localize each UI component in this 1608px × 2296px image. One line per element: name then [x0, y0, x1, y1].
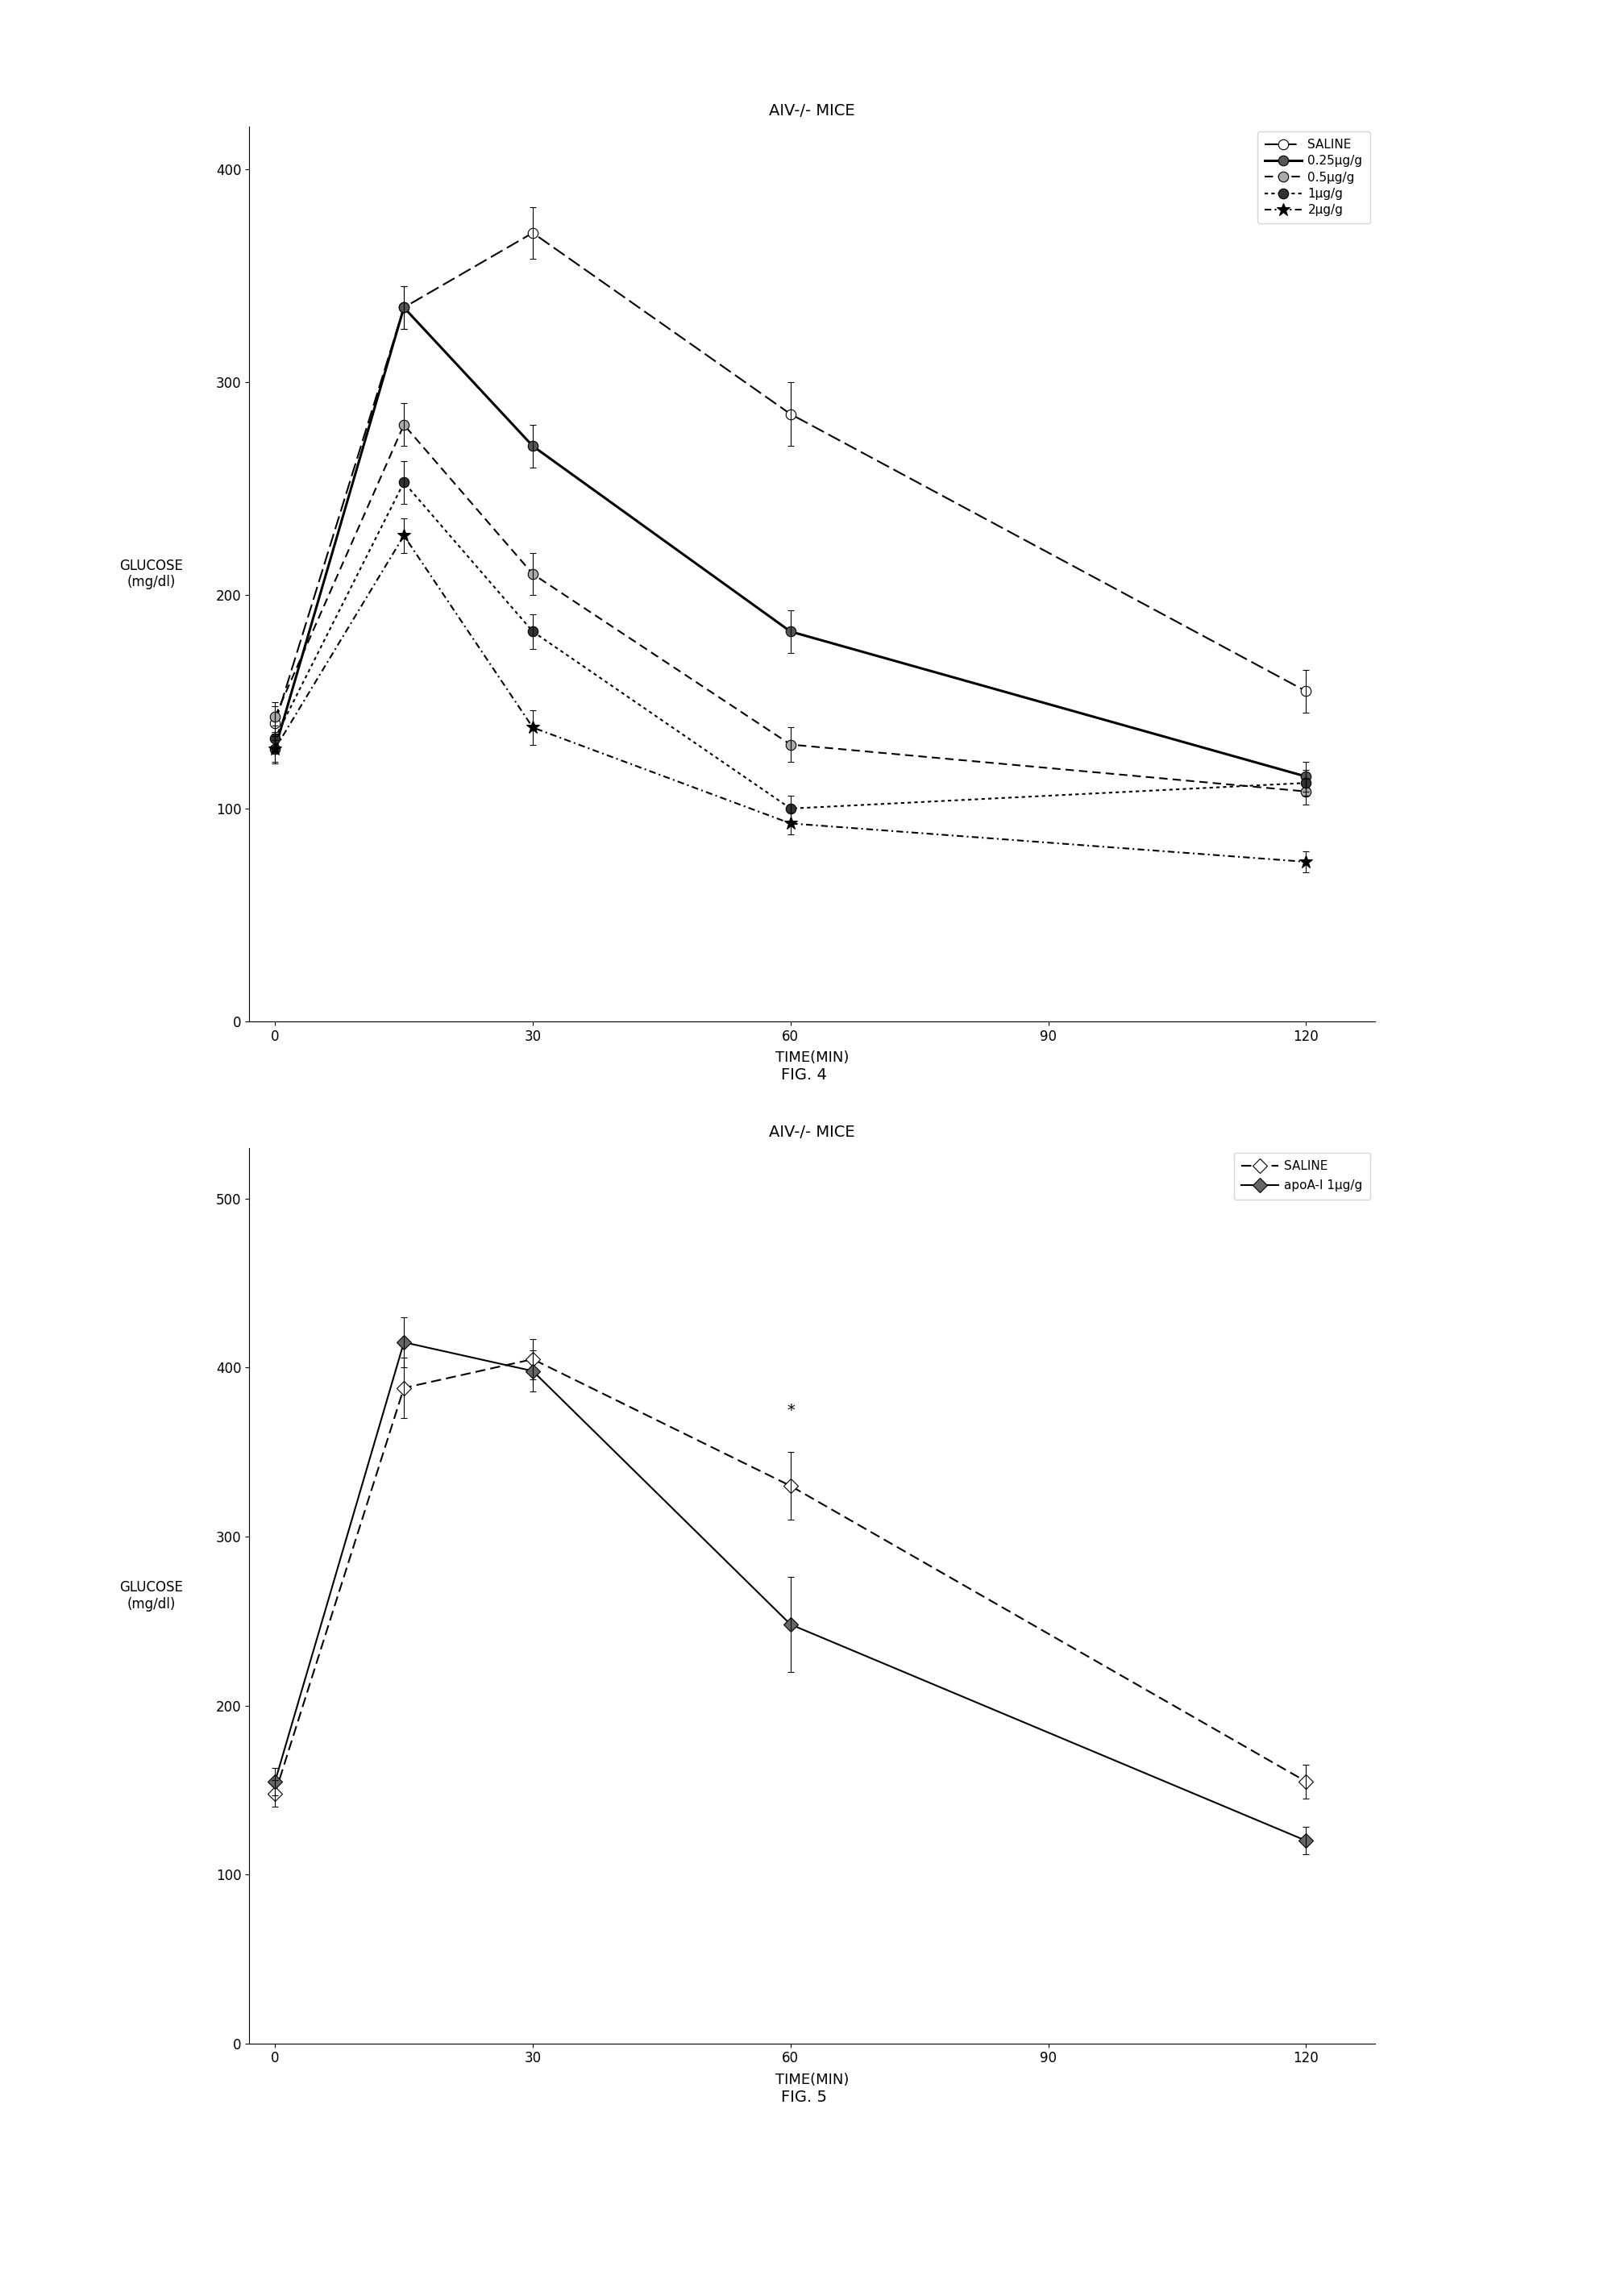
Text: FIG. 5: FIG. 5: [781, 2089, 827, 2105]
2μg/g: [265, 735, 285, 762]
Line: SALINE: SALINE: [270, 1355, 1311, 1798]
1μg/g: [394, 468, 413, 496]
apoA-I 1μg/g: [523, 1357, 542, 1384]
0.25μg/g: [523, 432, 542, 459]
SALINE: [781, 400, 801, 427]
Y-axis label: GLUCOSE
(mg/dl): GLUCOSE (mg/dl): [119, 558, 183, 590]
SALINE: [1296, 1768, 1315, 1795]
Title: AIV-/- MICE: AIV-/- MICE: [769, 1125, 855, 1141]
1μg/g: [781, 794, 801, 822]
2μg/g: [394, 521, 413, 549]
0.5μg/g: [265, 703, 285, 730]
Legend: SALINE, 0.25μg/g, 0.5μg/g, 1μg/g, 2μg/g: SALINE, 0.25μg/g, 0.5μg/g, 1μg/g, 2μg/g: [1257, 131, 1370, 223]
1μg/g: [1296, 769, 1315, 797]
2μg/g: [523, 714, 542, 742]
2μg/g: [781, 810, 801, 838]
X-axis label: TIME(MIN): TIME(MIN): [775, 2073, 849, 2087]
0.5μg/g: [394, 411, 413, 439]
1μg/g: [523, 618, 542, 645]
Line: 1μg/g: 1μg/g: [270, 478, 1311, 813]
Text: *: *: [786, 1403, 794, 1419]
1μg/g: [265, 726, 285, 753]
SALINE: [523, 218, 542, 246]
0.25μg/g: [265, 735, 285, 762]
SALINE: [265, 1779, 285, 1807]
apoA-I 1μg/g: [394, 1329, 413, 1357]
0.25μg/g: [781, 618, 801, 645]
SALINE: [394, 294, 413, 321]
SALINE: [523, 1345, 542, 1373]
apoA-I 1μg/g: [265, 1768, 285, 1795]
2μg/g: [1296, 847, 1315, 875]
apoA-I 1μg/g: [1296, 1828, 1315, 1855]
Title: AIV-/- MICE: AIV-/- MICE: [769, 103, 855, 119]
Text: FIG. 4: FIG. 4: [781, 1068, 827, 1084]
Line: 0.5μg/g: 0.5μg/g: [270, 420, 1311, 797]
SALINE: [265, 709, 285, 737]
X-axis label: TIME(MIN): TIME(MIN): [775, 1052, 849, 1065]
Line: apoA-I 1μg/g: apoA-I 1μg/g: [270, 1336, 1311, 1846]
apoA-I 1μg/g: [781, 1612, 801, 1639]
0.25μg/g: [1296, 762, 1315, 790]
0.5μg/g: [781, 730, 801, 758]
0.25μg/g: [394, 294, 413, 321]
Y-axis label: GLUCOSE
(mg/dl): GLUCOSE (mg/dl): [119, 1580, 183, 1612]
SALINE: [394, 1373, 413, 1401]
0.5μg/g: [523, 560, 542, 588]
SALINE: [781, 1472, 801, 1499]
Line: 2μg/g: 2μg/g: [269, 528, 1312, 868]
Line: 0.25μg/g: 0.25μg/g: [270, 303, 1311, 781]
0.5μg/g: [1296, 778, 1315, 806]
SALINE: [1296, 677, 1315, 705]
Legend: SALINE, apoA-I 1μg/g: SALINE, apoA-I 1μg/g: [1233, 1153, 1370, 1199]
Line: SALINE: SALINE: [270, 227, 1311, 728]
